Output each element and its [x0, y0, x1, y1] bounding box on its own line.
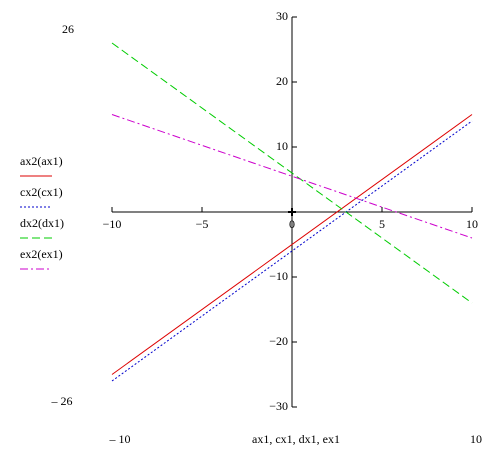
legend-label: ax2(ax1)	[20, 154, 63, 168]
y-tick-label: −30	[269, 399, 288, 413]
y-tick-label: −10	[269, 269, 288, 283]
y-range-top: 26	[62, 22, 74, 36]
x-range-left: – 10	[109, 432, 131, 446]
x-range-right: 10	[470, 432, 482, 446]
legend-label: ex2(ex1)	[20, 247, 63, 261]
x-tick-label: −10	[103, 217, 122, 231]
legend-label: cx2(cx1)	[20, 185, 63, 199]
x-tick-label: 10	[466, 217, 478, 231]
x-axis-label: ax1, cx1, dx1, ex1	[252, 432, 340, 446]
x-tick-label: −5	[196, 217, 209, 231]
y-tick-label: 30	[276, 9, 288, 23]
y-tick-label: −20	[269, 334, 288, 348]
x-tick-label: 0	[289, 217, 295, 231]
y-tick-label: 20	[276, 74, 288, 88]
series-line	[111, 42, 473, 304]
legend-label: dx2(dx1)	[20, 216, 64, 230]
y-tick-label: 10	[276, 139, 288, 153]
series-line	[111, 114, 473, 375]
x-tick-label: 5	[379, 217, 385, 231]
y-range-bottom: – 26	[51, 394, 73, 408]
